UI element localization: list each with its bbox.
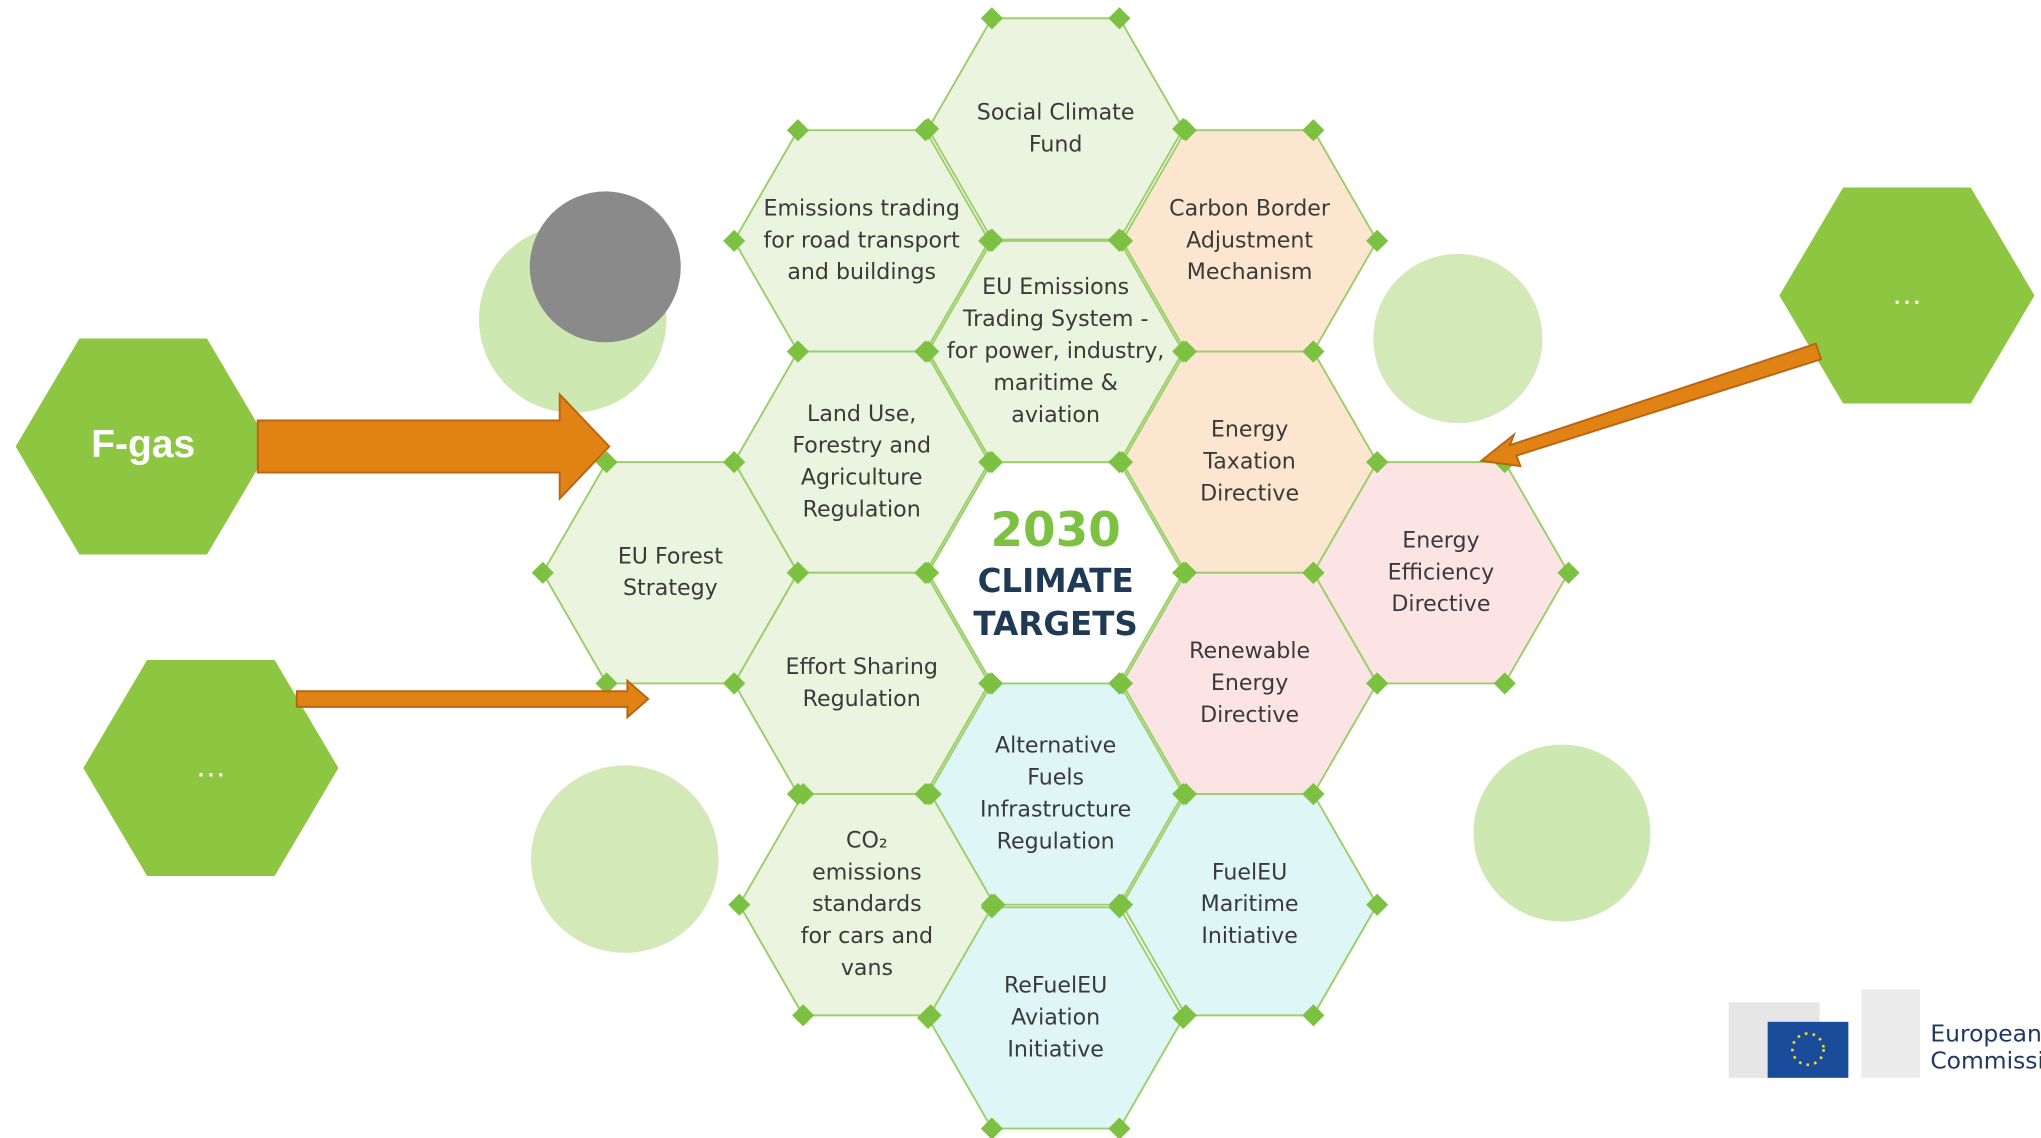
hex-label: Regulation <box>997 828 1115 854</box>
logo-building <box>1861 989 1920 1078</box>
hex-label: FuelEU <box>1212 859 1287 885</box>
hex-label: aviation <box>1011 402 1100 428</box>
hex-grid: Social Climate Fund Emissions trading for r… <box>532 7 1580 1138</box>
illustration-energy <box>1473 745 1650 922</box>
hex-label: Renewable <box>1189 638 1310 664</box>
hex-label: Initiative <box>1007 1036 1104 1062</box>
hex-label: Taxation <box>1202 449 1295 475</box>
hex-label: vans <box>841 955 893 981</box>
hex-label: Fuels <box>1027 765 1084 791</box>
hex-label: Effort Sharing <box>785 654 937 680</box>
hex-label: for power, industry, <box>947 338 1164 364</box>
hex-label: maritime & <box>993 370 1118 396</box>
hex-label: emissions <box>812 859 922 885</box>
center-year: 2030 <box>990 504 1120 558</box>
logo: European Commission <box>1729 989 2041 1078</box>
hex-label: for cars and <box>801 923 933 949</box>
illustration-port <box>1373 254 1542 423</box>
hex-label: EU Forest <box>618 543 723 569</box>
hex-label: Carbon Border <box>1169 195 1331 221</box>
illustration-transport <box>531 765 718 952</box>
side-hex-label: … <box>1891 276 1922 311</box>
hex-label: ReFuelEU <box>1004 973 1107 999</box>
hex-label: Directive <box>1200 481 1299 507</box>
hex-label: Agriculture <box>801 465 923 491</box>
diagram: Social Climate Fund Emissions trading for r… <box>0 0 2041 1138</box>
side-hex-group: F-gas <box>16 338 271 554</box>
side-hex-label: F-gas <box>91 423 195 466</box>
hex-label: Alternative <box>995 733 1116 759</box>
hex-label: Energy <box>1211 670 1288 696</box>
side-hex-group: … <box>1779 187 2034 403</box>
hex-label: for road transport <box>764 227 961 253</box>
hex-label: Directive <box>1200 702 1299 728</box>
illustration-earth <box>530 191 681 342</box>
hex-label: Maritime <box>1201 891 1299 917</box>
hex-label: and buildings <box>787 259 936 285</box>
hex-label: EU Emissions <box>982 274 1129 300</box>
center-title: TARGETS <box>973 605 1137 643</box>
arrow <box>297 681 648 717</box>
hex-label: Forestry and <box>792 433 931 459</box>
hex-label: Social Climate <box>977 99 1135 125</box>
hex-label: Aviation <box>1011 1004 1100 1030</box>
page: Social Climate Fund Emissions trading for r… <box>0 0 2041 1138</box>
logo-text: European <box>1930 1019 2041 1047</box>
center-title: CLIMATE <box>978 562 1134 600</box>
hex-label: Mechanism <box>1187 259 1313 285</box>
side-hex-label: … <box>195 748 226 783</box>
eu-flag <box>1768 1022 1849 1078</box>
hex-label: Strategy <box>623 575 718 601</box>
hex-label: Land Use, <box>807 401 916 427</box>
hex-label: Fund <box>1029 131 1083 157</box>
hex-label: CO₂ <box>846 827 888 853</box>
logo-text: Commission <box>1930 1047 2041 1075</box>
hex-label: Trading System - <box>962 306 1149 332</box>
hex-label: Emissions trading <box>763 195 959 221</box>
hex-label: Energy <box>1402 527 1479 553</box>
hex-label: Adjustment <box>1186 227 1313 253</box>
hex-label: Energy <box>1211 417 1288 443</box>
hex-label: Initiative <box>1201 923 1298 949</box>
hex-label: Efficiency <box>1388 559 1495 585</box>
hex-label: Regulation <box>803 496 921 522</box>
hex-label: Infrastructure <box>980 797 1131 823</box>
hex-label: Directive <box>1391 591 1490 617</box>
hex-label: standards <box>812 891 922 917</box>
hex-label: Regulation <box>803 686 921 712</box>
